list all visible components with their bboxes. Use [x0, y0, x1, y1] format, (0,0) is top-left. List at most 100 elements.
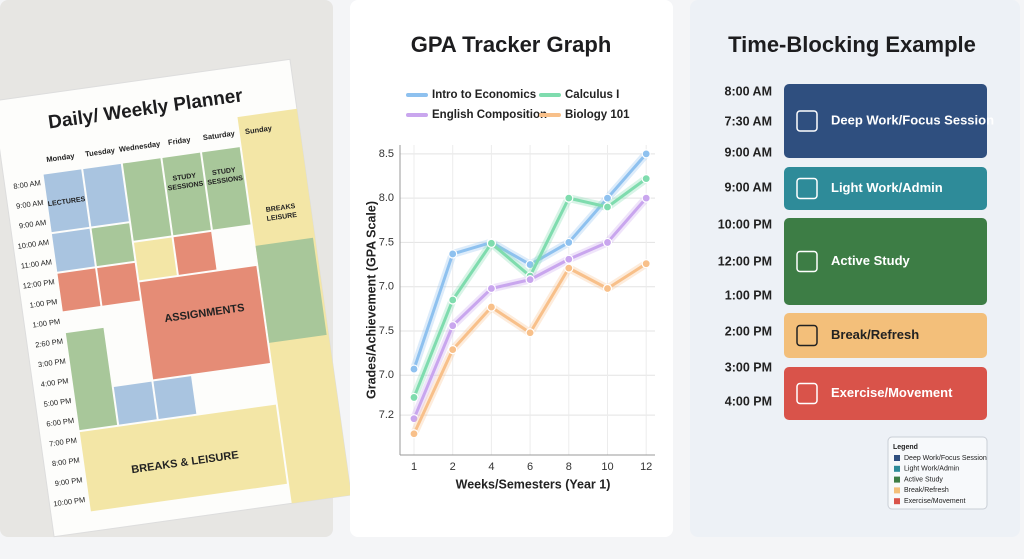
block-green: [91, 223, 135, 267]
data-point: [409, 414, 419, 424]
data-point: [564, 254, 574, 264]
time-label: 7:30 AM: [725, 114, 772, 128]
day-label: Monday: [46, 151, 76, 164]
planner-block-label: STUDYSESSIONS: [206, 166, 244, 187]
block-red: [173, 231, 217, 275]
time-label: 2:60 PM: [35, 337, 64, 350]
data-point: [448, 295, 458, 305]
time-label: 1:00 PM: [29, 297, 58, 310]
data-point: [525, 275, 535, 285]
time-label: 8:00 AM: [725, 84, 772, 98]
block-label: Deep Work/Focus Session: [831, 112, 994, 127]
legend-label: Calculus I: [565, 89, 619, 101]
data-point: [448, 345, 458, 355]
legend-swatch: [894, 498, 900, 505]
block-yellow: [133, 237, 177, 281]
time-block: [784, 313, 987, 358]
data-point: [564, 263, 574, 273]
x-tick-label: 2: [450, 461, 456, 473]
x-tick-label: 12: [640, 461, 652, 473]
legend-swatch: [894, 487, 900, 494]
data-point: [602, 283, 613, 294]
day-label: Friday: [167, 135, 191, 147]
data-point: [602, 202, 613, 212]
time-label: 4:00 PM: [40, 376, 69, 389]
time-label: 12:00 PM: [22, 277, 55, 290]
chart-card: [350, 0, 673, 537]
block-green: [122, 158, 172, 241]
block-blue: [153, 376, 197, 420]
time-label: 5:00 PM: [43, 396, 72, 409]
legend-entry: Active Study: [904, 476, 943, 483]
y-tick-label: 7.5: [379, 325, 394, 337]
time-label: 1:00 PM: [725, 288, 772, 302]
data-point: [564, 193, 574, 203]
time-block: [784, 167, 987, 210]
x-tick-label: 8: [566, 461, 572, 473]
legend-title: Legend: [893, 444, 918, 451]
time-block: [784, 218, 987, 305]
data-point: [525, 259, 535, 270]
legend-box: [887, 436, 988, 510]
time-label: 9:00 AM: [18, 218, 47, 231]
data-point: [602, 193, 613, 203]
block-yellow: [79, 404, 287, 512]
time-label: 9:00 PM: [54, 475, 83, 488]
data-point: [641, 149, 651, 159]
time-label: 10:00 AM: [17, 238, 50, 251]
x-tick-label: 6: [527, 461, 533, 473]
time-label: 8:00 AM: [13, 178, 42, 191]
data-point: [525, 328, 535, 338]
block-icon: [796, 324, 818, 347]
data-point: [641, 174, 651, 184]
time-label: 10:00 PM: [53, 495, 86, 508]
data-point: [602, 237, 613, 248]
block-green: [202, 147, 251, 230]
data-point: [409, 429, 419, 439]
time-label: 1:00 PM: [32, 317, 61, 330]
data-point: [486, 238, 496, 248]
data-point: [641, 259, 651, 269]
x-tick-label: 4: [488, 461, 494, 473]
time-label: 6:00 PM: [46, 416, 75, 429]
legend-entry: Exercise/Movement: [904, 498, 966, 505]
block-blue: [43, 169, 90, 233]
block-red: [57, 268, 101, 312]
timeblock-title: Time-Blocking Example: [728, 32, 976, 57]
block-red: [139, 265, 270, 380]
planner-block-label: BREAKSLEISURE: [265, 203, 298, 223]
data-point: [448, 249, 458, 259]
y-tick-label: 8.0: [379, 192, 394, 204]
time-label: 9:00 AM: [16, 198, 45, 211]
time-block: [784, 84, 987, 158]
time-block: [784, 367, 987, 420]
y-tick-label: 7.0: [379, 281, 394, 293]
day-label: Tuesday: [85, 145, 117, 158]
x-tick-label: 1: [411, 461, 417, 473]
data-point: [448, 321, 458, 331]
y-tick-label: 7.5: [379, 236, 394, 248]
block-label: Break/Refresh: [831, 327, 919, 342]
day-label: Sunday: [244, 123, 273, 136]
time-label: 7:00 PM: [49, 436, 78, 449]
block-label: Active Study: [831, 253, 911, 268]
block-label: Light Work/Admin: [831, 180, 943, 195]
legend-swatch: [894, 465, 900, 472]
data-point: [564, 237, 574, 248]
legend-entry: Break/Refresh: [904, 487, 949, 494]
time-label: 3:00 PM: [725, 360, 772, 374]
block-icon: [796, 250, 818, 273]
block-blue: [51, 228, 95, 272]
legend-label: Biology 101: [565, 109, 630, 121]
data-point: [409, 392, 419, 403]
x-axis-label: Weeks/Semesters (Year 1): [456, 477, 611, 491]
chart-title: GPA Tracker Graph: [411, 32, 612, 57]
y-tick-label: 7.0: [379, 369, 394, 381]
time-label: 3:00 PM: [37, 356, 66, 369]
legend-entry: Deep Work/Focus Session: [904, 455, 987, 462]
time-label: 4:00 PM: [725, 394, 772, 408]
block-blue: [113, 381, 157, 425]
legend-entry: Light Work/Admin: [904, 466, 959, 473]
